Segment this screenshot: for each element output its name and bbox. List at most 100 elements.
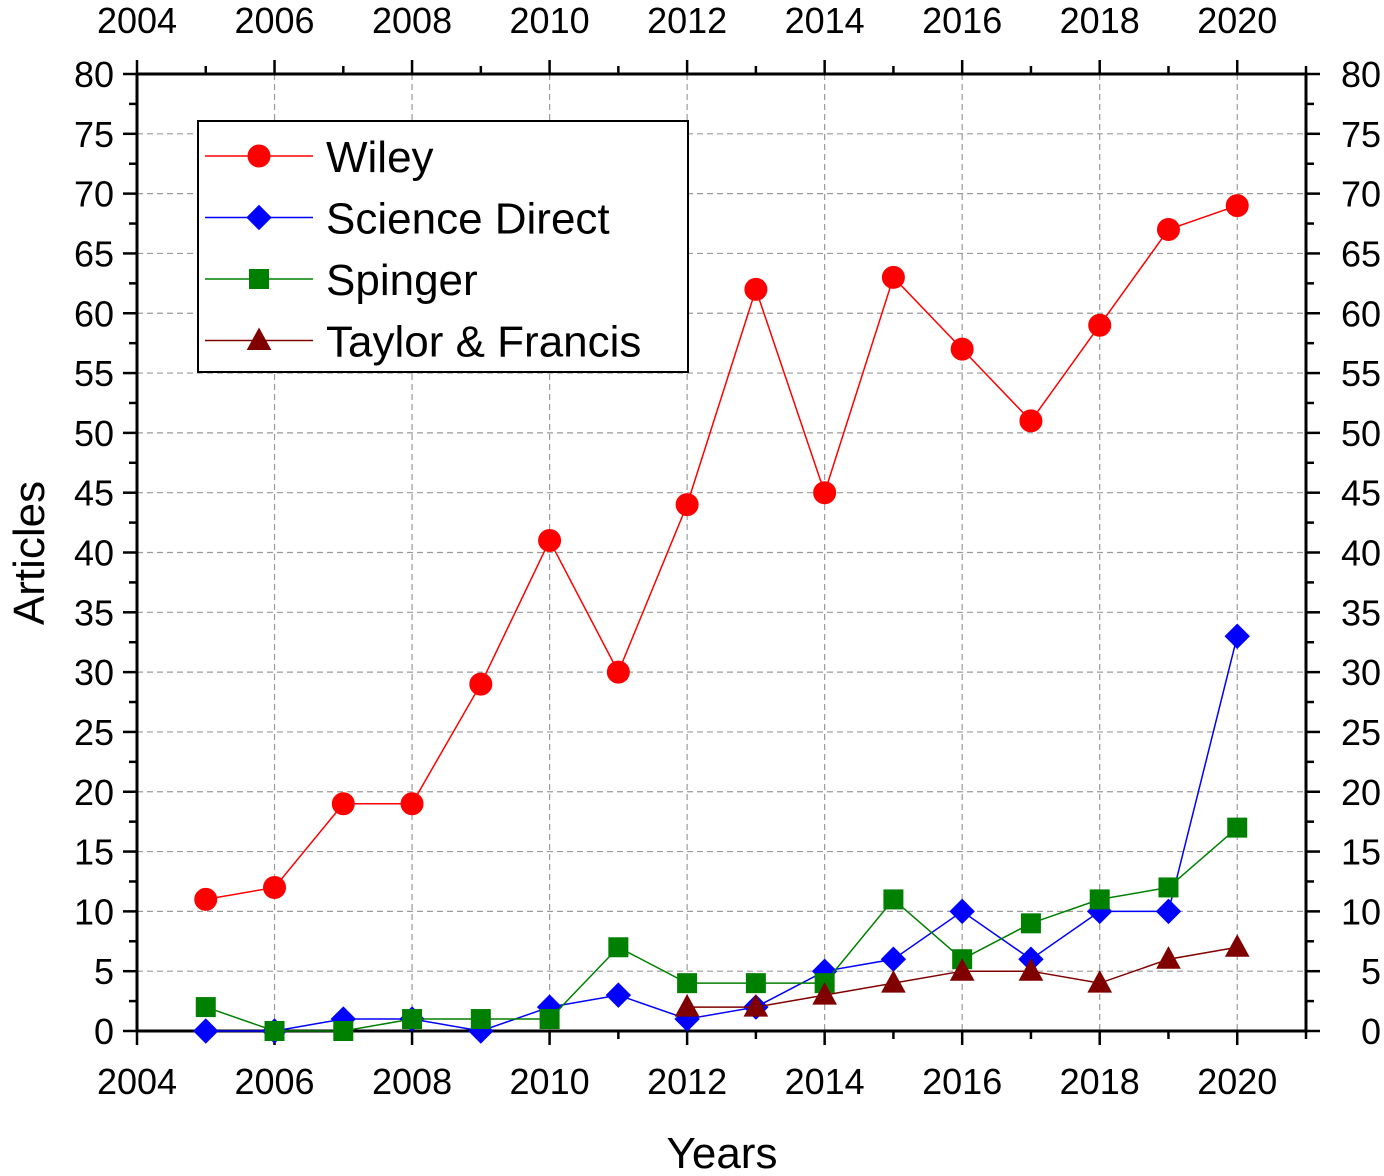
y-tick-label-right: 5 [1361,951,1381,992]
y-tick-label-left: 65 [74,233,114,274]
y-tick-label-right: 65 [1341,233,1381,274]
y-tick-label-left: 5 [94,951,114,992]
series-line-spinger [205,827,1238,1032]
y-tick-label-right: 45 [1341,473,1381,514]
legend: Wiley Science Direct Spinger Taylor & Franc… [197,120,689,373]
data-point-spinger [195,997,216,1018]
y-tick-label-left: 55 [74,353,114,394]
axes: 2004200420062006200820082010201020122012… [74,0,1381,1102]
y-tick-label-left: 70 [74,174,114,215]
y-tick-label-left: 15 [74,832,114,873]
x-tick-label-bottom: 2004 [97,1061,177,1102]
data-point-spinger [745,973,766,994]
data-point-taylor-francis [812,982,837,1005]
data-point-wiley [331,792,355,816]
data-point-spinger [1089,889,1110,910]
y-tick-label-left: 75 [74,114,114,155]
legend-label-science-direct: Science Direct [326,195,610,244]
x-tick-label-top: 2016 [922,0,1002,41]
data-point-taylor-francis [674,994,700,1017]
plot-area [193,194,1250,1044]
data-point-spinger [1020,913,1041,934]
y-tick-label-left: 0 [94,1011,114,1052]
y-tick-label-right: 40 [1341,533,1381,574]
y-axis-title: Articles [5,481,54,625]
legend-box [197,120,689,373]
data-point-wiley [1156,218,1180,242]
series-line-wiley [205,204,1238,901]
y-tick-label-right: 80 [1341,54,1381,95]
data-point-spinger [883,889,904,910]
y-tick-label-left: 10 [74,891,114,932]
x-tick-label-bottom: 2008 [372,1061,452,1102]
y-tick-label-left: 35 [74,592,114,633]
y-tick-label-left: 40 [74,533,114,574]
x-tick-label-bottom: 2006 [234,1061,314,1102]
y-tick-label-right: 70 [1341,174,1381,215]
x-tick-label-bottom: 2018 [1060,1061,1140,1102]
data-point-taylor-francis [1018,958,1044,981]
y-tick-label-right: 0 [1361,1011,1381,1052]
x-tick-label-top: 2006 [234,0,314,41]
data-point-wiley [400,792,424,816]
data-point-science-direct [949,898,975,925]
y-tick-label-right: 15 [1341,832,1381,873]
data-point-science-direct [1224,623,1250,649]
data-point-wiley [675,493,699,517]
y-tick-label-right: 55 [1341,353,1381,394]
y-tick-label-right: 60 [1341,293,1381,334]
data-point-taylor-francis [1224,934,1250,957]
y-tick-label-right: 75 [1341,114,1381,155]
legend-marker-wiley [247,144,271,168]
x-tick-label-top: 2020 [1197,0,1277,41]
x-tick-label-bottom: 2014 [785,1061,865,1102]
data-point-spinger [608,937,629,958]
data-point-spinger [539,1009,560,1030]
series-line-science-direct [205,636,1238,1032]
data-point-science-direct [605,982,632,1008]
data-point-wiley [606,660,630,684]
y-tick-label-left: 25 [74,712,114,753]
data-point-wiley [1088,313,1112,337]
x-tick-label-bottom: 2012 [647,1061,727,1102]
data-point-taylor-francis [1087,970,1113,993]
data-point-wiley [813,481,837,505]
y-tick-label-right: 20 [1341,772,1381,813]
legend-label-wiley: Wiley [326,133,434,182]
data-point-wiley [1019,409,1043,433]
data-point-wiley [881,265,905,289]
y-tick-label-left: 45 [74,473,114,514]
x-tick-label-top: 2012 [647,0,727,41]
data-point-spinger [402,1009,423,1030]
y-tick-label-right: 50 [1341,413,1381,454]
x-axis-title: Years [667,1129,778,1176]
x-tick-label-bottom: 2016 [922,1061,1002,1102]
x-tick-label-top: 2018 [1060,0,1140,41]
y-tick-label-left: 50 [74,413,114,454]
data-point-wiley [538,529,562,553]
legend-marker-spinger [249,269,269,289]
legend-marker-taylor-francis [246,327,272,350]
y-tick-label-left: 30 [74,652,114,693]
x-tick-label-top: 2014 [785,0,865,41]
legend-label-taylor-francis: Taylor & Francis [326,318,641,367]
data-point-spinger [1158,877,1179,898]
x-tick-label-bottom: 2020 [1197,1061,1277,1102]
y-tick-label-left: 20 [74,772,114,813]
y-tick-label-left: 60 [74,293,114,334]
x-tick-label-top: 2010 [510,0,590,41]
data-point-taylor-francis [881,970,906,993]
data-point-wiley [469,672,493,696]
y-tick-label-right: 35 [1341,592,1381,633]
data-point-taylor-francis [743,994,769,1017]
data-point-science-direct [193,1018,219,1044]
y-tick-label-right: 30 [1341,652,1381,693]
data-point-wiley [1225,194,1249,218]
data-point-science-direct [1155,898,1182,925]
data-point-spinger [1227,817,1248,838]
data-point-wiley [194,887,218,911]
data-point-wiley [744,277,768,301]
data-point-taylor-francis [1156,946,1181,969]
y-tick-label-right: 10 [1341,891,1381,932]
